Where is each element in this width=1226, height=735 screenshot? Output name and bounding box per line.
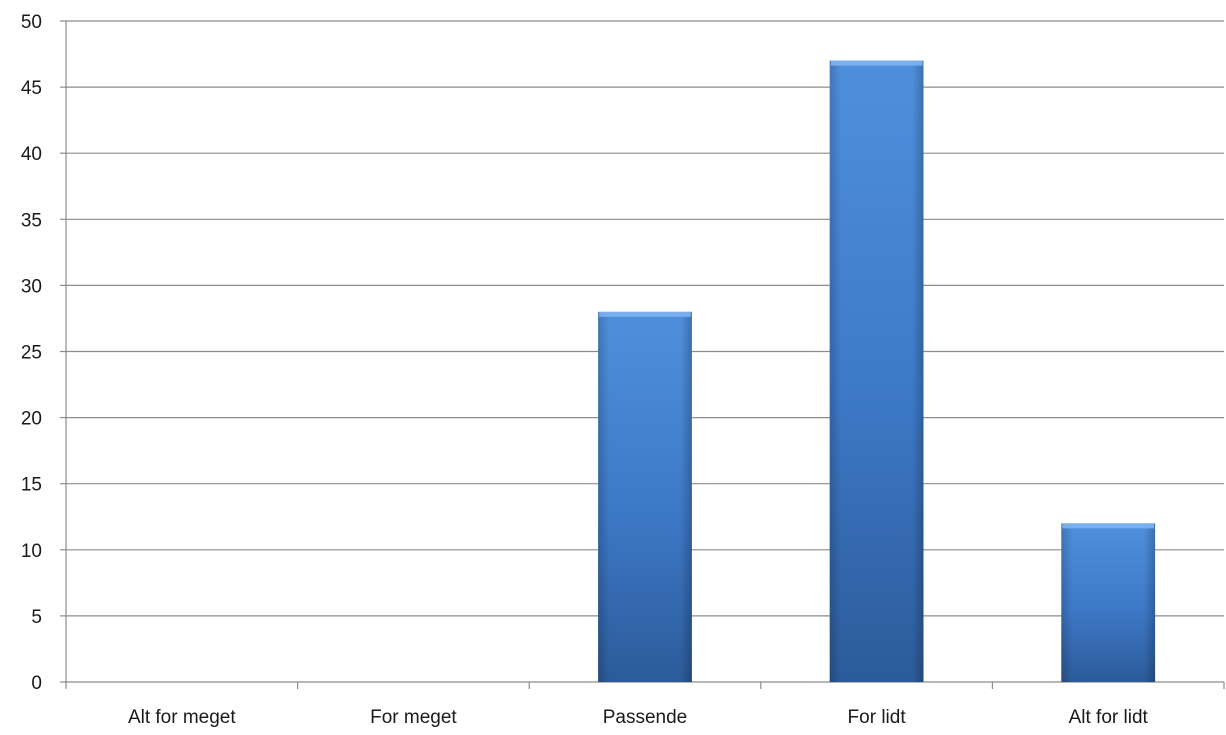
y-tick-label: 25 bbox=[21, 343, 42, 364]
y-tick-label: 50 bbox=[21, 12, 42, 33]
y-tick-label: 45 bbox=[21, 78, 42, 99]
bar-top-bevel bbox=[1062, 523, 1155, 529]
x-axis-category-labels: Alt for meget For meget Passende For lidt Al… bbox=[128, 707, 1149, 728]
y-tick-label: 40 bbox=[21, 144, 42, 165]
y-tick-label: 5 bbox=[31, 607, 42, 628]
x-category-label: Alt for lidt bbox=[1069, 707, 1149, 728]
bar-for-lidt bbox=[829, 60, 924, 683]
y-tick-label: 20 bbox=[21, 409, 42, 430]
y-tick-label: 15 bbox=[21, 475, 42, 496]
bar-alt-for-lidt bbox=[1061, 523, 1156, 682]
x-category-label: For meget bbox=[370, 707, 457, 728]
y-tick-label: 30 bbox=[21, 276, 42, 297]
bar-shading bbox=[598, 311, 692, 682]
bar-shading bbox=[1061, 523, 1156, 682]
bar-shading bbox=[829, 60, 924, 683]
x-category-label: For lidt bbox=[848, 707, 907, 728]
x-category-label: Passende bbox=[603, 707, 688, 728]
y-tick-label: 35 bbox=[21, 210, 42, 231]
bar-passende bbox=[598, 311, 692, 682]
bar-top-bevel bbox=[830, 60, 923, 66]
y-axis-tick-labels: 0 5 10 15 20 25 30 35 40 45 50 bbox=[21, 12, 42, 694]
y-tick-label: 0 bbox=[31, 673, 42, 694]
bar-top-bevel bbox=[599, 311, 691, 317]
bars bbox=[598, 60, 1156, 683]
y-tick-label: 10 bbox=[21, 541, 42, 562]
x-category-label: Alt for meget bbox=[128, 707, 236, 728]
